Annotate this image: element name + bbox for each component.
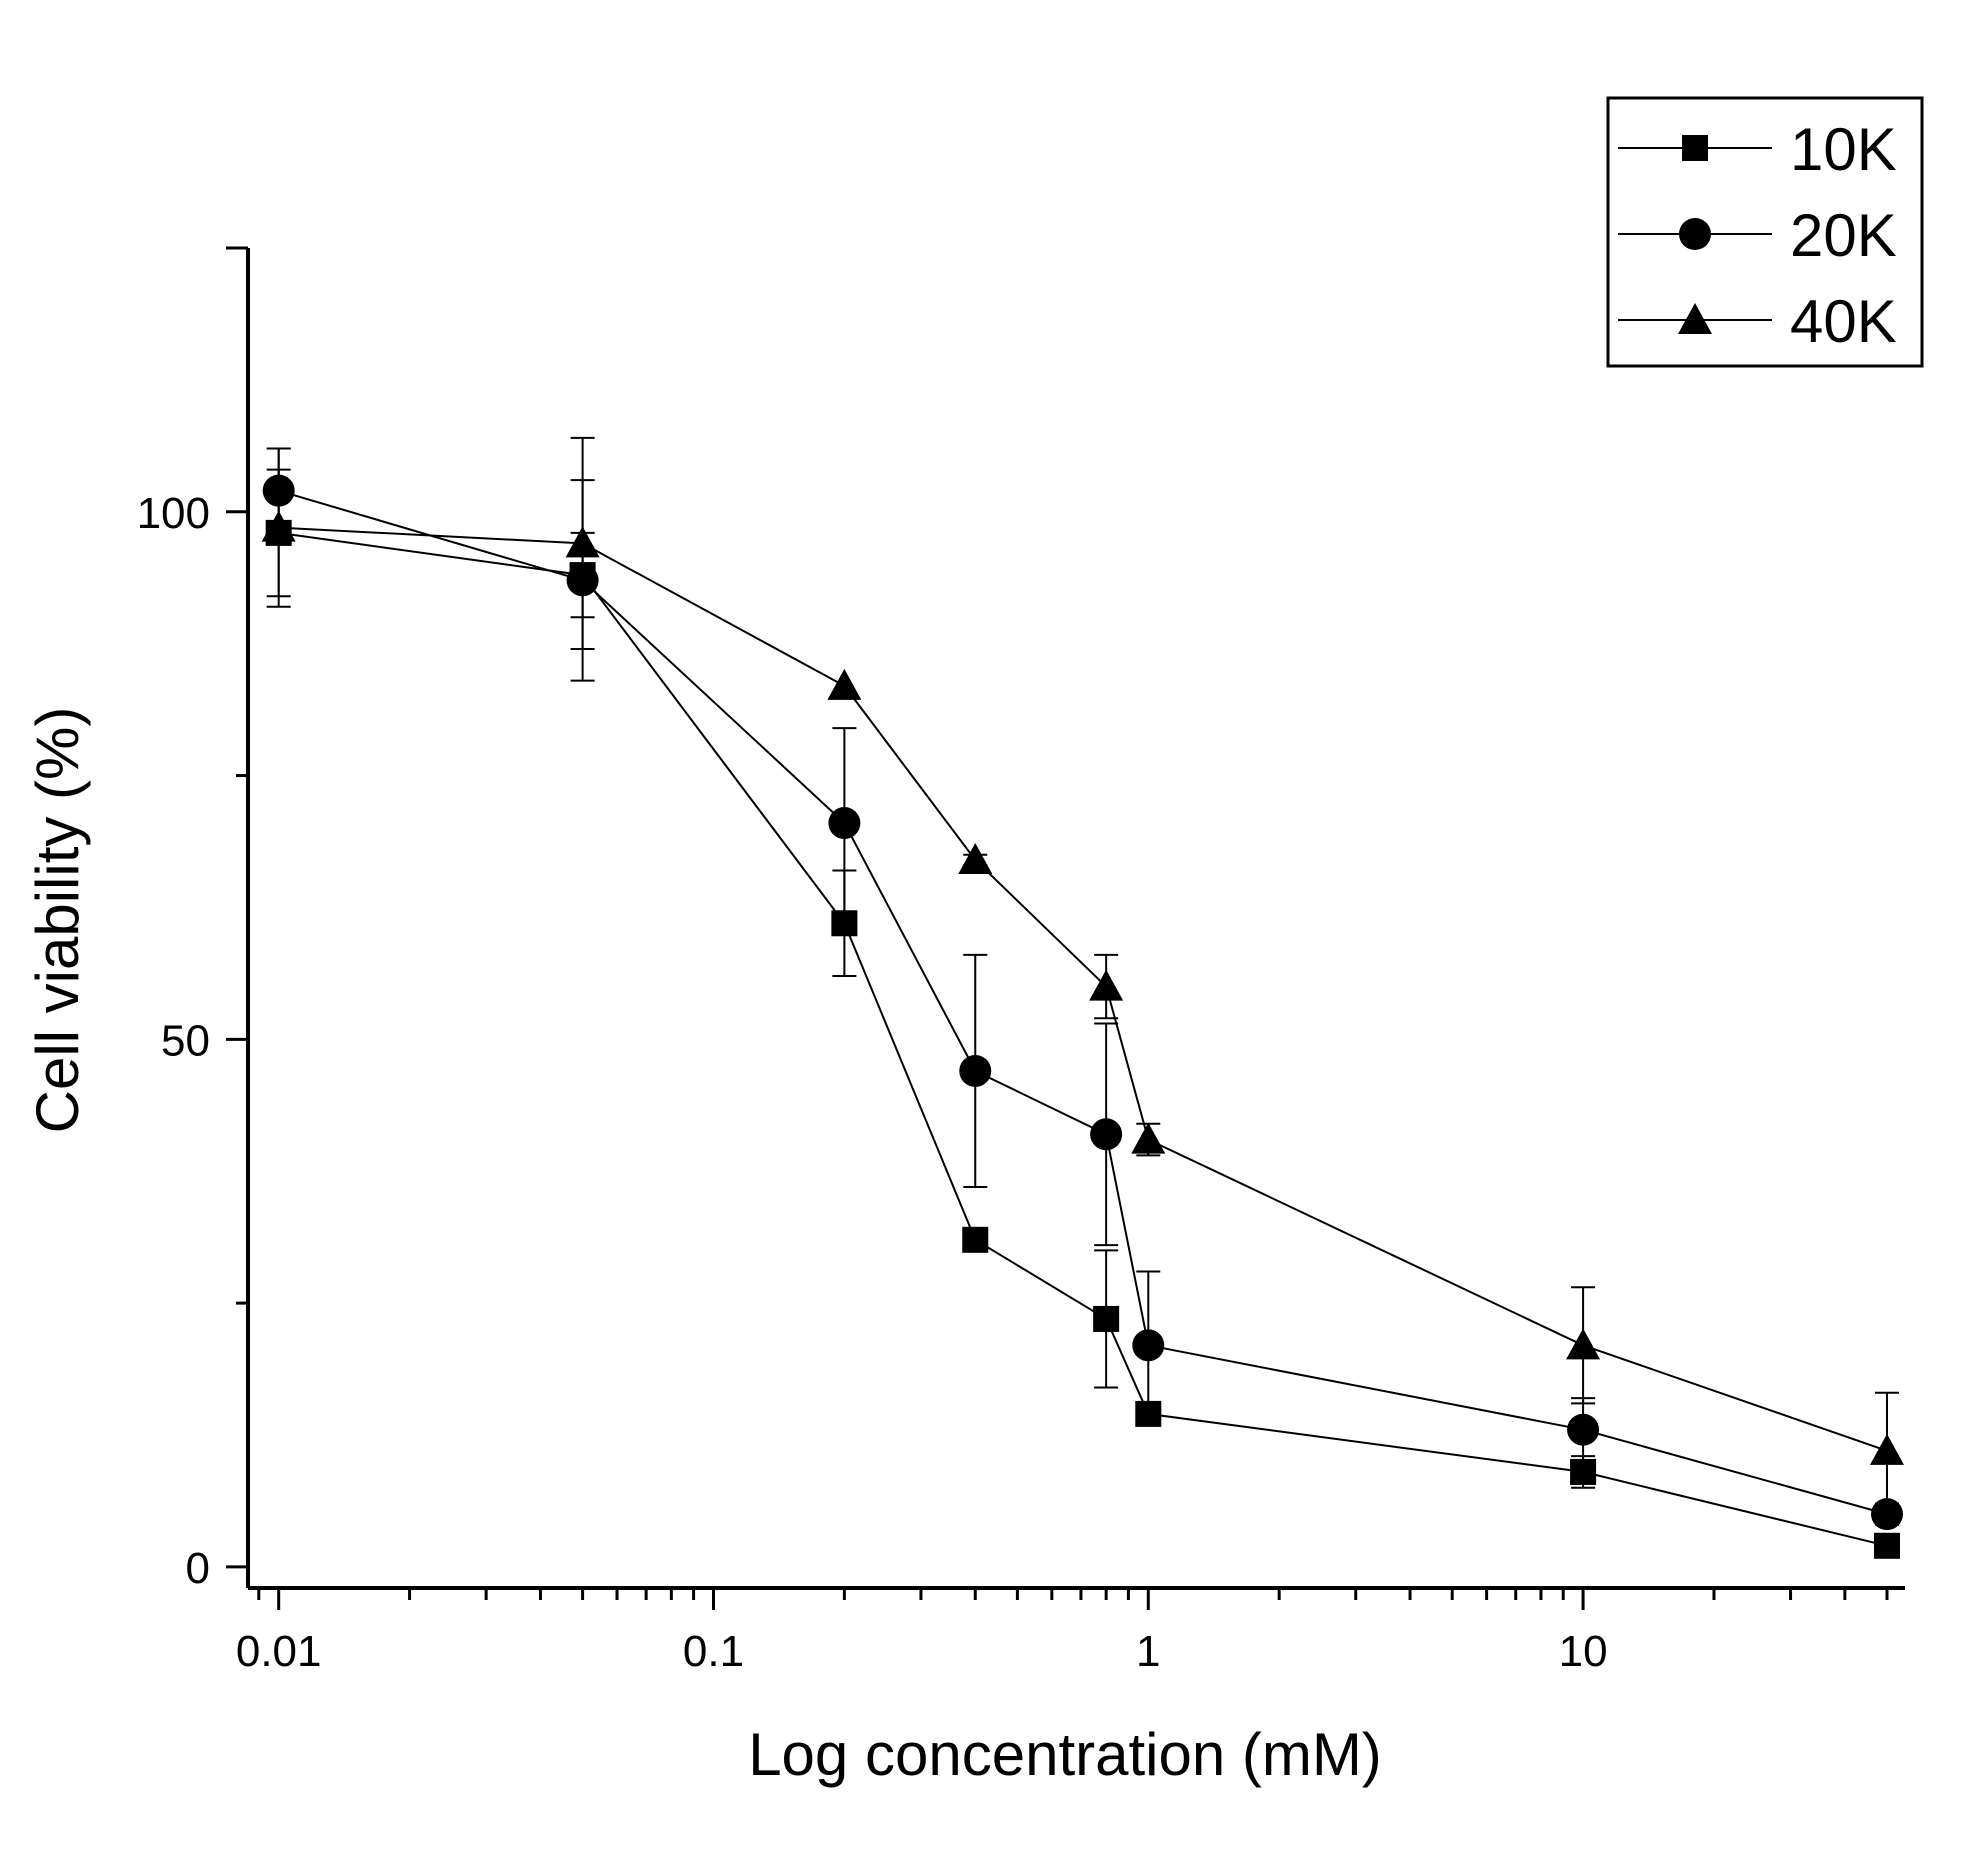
data-point-20K [1567,1413,1600,1446]
series-10K [265,468,1901,1559]
data-point-20K [1090,1118,1123,1151]
data-point-40K [827,668,862,700]
series-line-20K [278,489,1888,1516]
series-line-10K [278,531,1888,1547]
data-point-40K [261,510,296,542]
data-point-40K [1566,1328,1601,1360]
legend-label-40K: 40K [1790,288,1897,355]
x-tick-label: 0.1 [683,1627,744,1676]
x-tick-label: 0.01 [236,1627,322,1676]
y-axis-title: Cell viability (%) [24,707,91,1134]
legend-frame [1606,96,1924,368]
data-point-20K [1132,1329,1165,1362]
data-point-10K [1874,1532,1901,1559]
data-point-40K [1131,1122,1166,1154]
legend-marker-40K [1678,303,1712,334]
data-point-20K [1871,1498,1904,1531]
x-tick-label: 10 [1559,1627,1608,1676]
legend-marker-10K [1682,135,1708,161]
axes: 0 50 100 0.01 0.1 1 10 [137,246,1905,1676]
x-axis-title: Log concentration (mM) [748,1721,1382,1788]
series-line-40K [278,526,1888,1452]
y-tick-label: 50 [161,1016,210,1065]
legend-marker-20K [1679,218,1711,250]
data-point-40K [565,526,600,558]
legend-label-20K: 20K [1790,202,1897,269]
data-point-10K [1570,1458,1597,1485]
legend: 10K 20K 40K [1606,96,1924,368]
plot-area [261,436,1905,1559]
data-point-20K [959,1054,992,1087]
data-point-10K [1093,1305,1120,1332]
data-point-10K [962,1226,989,1253]
x-tick-label: 1 [1136,1627,1160,1676]
data-point-40K [1870,1433,1905,1465]
y-tick-label: 100 [137,489,210,538]
series-40K [261,436,1905,1510]
data-point-20K [828,807,861,840]
data-point-40K [1089,969,1124,1001]
series-20K [262,447,1904,1531]
data-point-40K [958,842,993,874]
legend-label-10K: 10K [1790,116,1897,183]
y-tick-label: 0 [186,1544,210,1593]
